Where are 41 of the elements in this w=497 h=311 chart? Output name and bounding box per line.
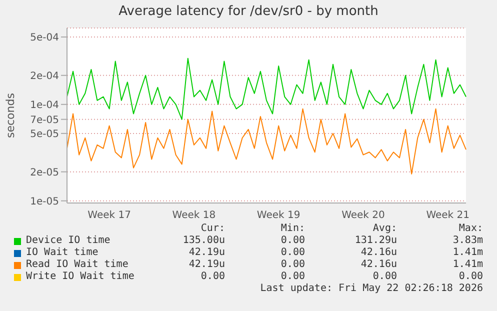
y-axis-title: seconds — [4, 92, 17, 138]
legend-label: Write IO Wait time — [26, 271, 134, 282]
legend-label: Device IO time — [26, 235, 110, 246]
y-tick-label: 1e-05 — [30, 196, 59, 208]
text: 135.00u — [182, 235, 225, 246]
y-tick-label: 1e-04 — [30, 100, 59, 111]
text: 0.00 — [372, 271, 397, 282]
text: Last update: Fri May 22 02:26:18 2026 — [260, 283, 483, 294]
text: Cur: — [200, 223, 225, 234]
x-tick-label: Week 17 — [88, 210, 131, 222]
text: 42.16u — [360, 247, 397, 258]
text: 0.00 — [200, 271, 225, 282]
text: 42.19u — [188, 247, 225, 258]
y-tick-label: 5e-04 — [30, 32, 59, 44]
x-tick-label: Week 19 — [256, 210, 300, 222]
line-series — [66, 108, 466, 174]
y-tick-label: 5e-05 — [30, 128, 59, 140]
text: 0.00 — [280, 271, 305, 282]
legend-label: IO Wait time — [26, 247, 98, 258]
legend-label: Read IO Wait time — [26, 259, 128, 270]
text: 42.19u — [188, 259, 225, 270]
text: 3.83m — [452, 235, 483, 246]
y-tick-label: 7e-05 — [30, 114, 59, 126]
text: 1.41m — [452, 259, 483, 270]
chart-title: Average latency for /dev/sr0 - by month — [118, 4, 380, 19]
text: Min: — [280, 223, 305, 234]
text: 0.00 — [458, 271, 483, 282]
line-series — [66, 58, 466, 120]
text: Max: — [458, 223, 483, 234]
x-tick-label: Week 20 — [342, 210, 385, 222]
text: Avg: — [372, 223, 397, 234]
text: 1.41m — [452, 247, 483, 258]
x-tick-label: Week 21 — [426, 210, 470, 222]
y-tick-label: 2e-04 — [30, 70, 59, 82]
text: 131.29u — [354, 235, 397, 246]
text: 0.00 — [280, 247, 305, 258]
text: 0.00 — [280, 235, 305, 246]
text: 42.16u — [360, 259, 397, 270]
x-tick-label: Week 18 — [172, 210, 216, 222]
text: 0.00 — [280, 259, 305, 270]
y-tick-label: 2e-05 — [30, 167, 59, 178]
